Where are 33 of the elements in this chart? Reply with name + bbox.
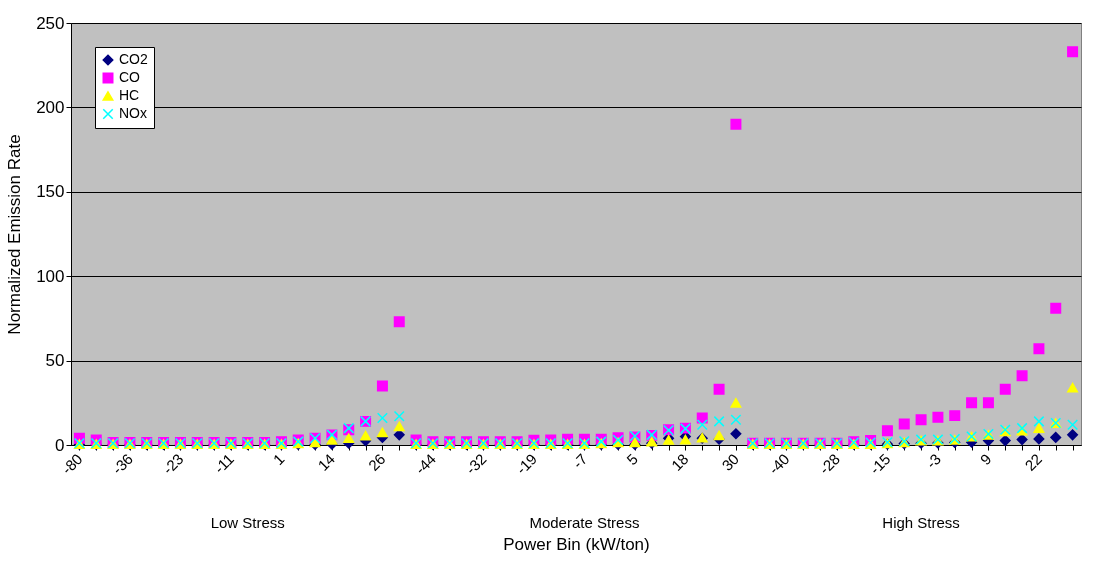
x-tick-label: 1 — [269, 450, 288, 469]
y-tick-label: 50 — [45, 351, 65, 371]
x-tick-label: 30 — [718, 450, 743, 474]
legend-label: CO2 — [119, 51, 148, 67]
x-tick-label: 14 — [314, 450, 339, 474]
x-tick-label: 9 — [976, 450, 995, 469]
legend-label: NOx — [119, 105, 147, 121]
x-tick-label: -3 — [922, 450, 945, 472]
legend-label: CO — [119, 69, 141, 85]
x-tick-label: -7 — [569, 450, 591, 472]
x-tick-label: -44 — [411, 450, 440, 478]
x-tick-label: -28 — [815, 450, 844, 478]
x-tick-label: 5 — [623, 450, 642, 469]
y-tick-label: 200 — [36, 97, 65, 117]
x-tick-label: -32 — [462, 450, 490, 478]
x-tick-label: -40 — [765, 450, 793, 478]
text: Moderate Stress — [529, 514, 640, 531]
x-tick-label: -11 — [210, 450, 238, 477]
x-tick-label: -36 — [108, 450, 137, 478]
x-axis-title: Power Bin (kW/ton) — [503, 535, 650, 555]
x-tick-label: 26 — [364, 450, 389, 474]
text: High Stress — [882, 514, 960, 531]
x-tick-label: 22 — [1021, 450, 1046, 474]
y-tick-label: 100 — [36, 266, 65, 286]
legend-label: HC — [119, 87, 140, 103]
x-tick-label: -15 — [866, 450, 894, 478]
y-tick-label: 150 — [36, 182, 65, 202]
x-tick-label: 18 — [667, 450, 692, 474]
x-tick-label: -19 — [512, 450, 541, 478]
y-tick-label: 250 — [36, 13, 65, 33]
y-axis-title: Normalized Emission Rate — [5, 134, 25, 335]
x-tick-label: -23 — [159, 450, 187, 478]
text: Low Stress — [210, 514, 285, 531]
